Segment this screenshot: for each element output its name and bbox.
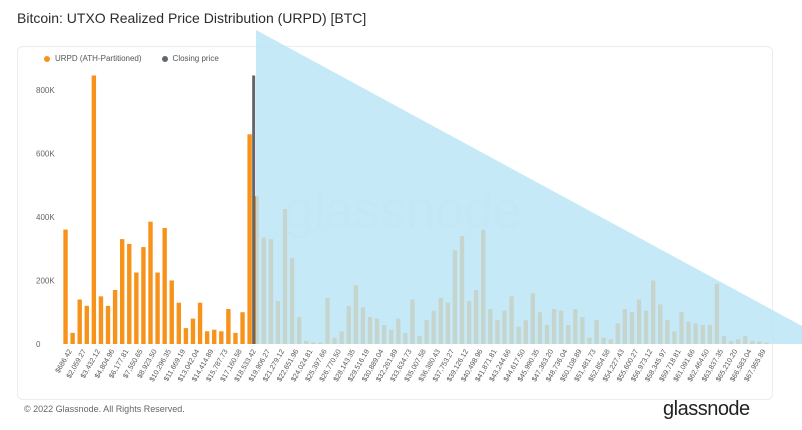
- urpd-bar: [226, 309, 231, 344]
- urpd-bar: [240, 312, 245, 344]
- urpd-bar: [98, 296, 104, 344]
- urpd-bar: [119, 239, 125, 344]
- y-tick-label: 800K: [36, 86, 55, 95]
- legend-item-urpd[interactable]: URPD (ATH-Partitioned): [44, 54, 142, 63]
- y-tick-label: 400K: [36, 213, 55, 222]
- urpd-bar: [112, 289, 118, 344]
- legend-urpd-label: URPD (ATH-Partitioned): [55, 54, 142, 63]
- urpd-bar: [84, 305, 89, 344]
- chart-title: Bitcoin: UTXO Realized Price Distributio…: [17, 10, 367, 26]
- closing-price-bar: [252, 75, 256, 344]
- urpd-bar: [134, 272, 139, 344]
- urpd-bar: [127, 243, 132, 344]
- copyright-text: © 2022 Glassnode. All Rights Reserved.: [24, 404, 185, 414]
- urpd-bar: [204, 331, 210, 344]
- urpd-bar: [162, 228, 167, 344]
- urpd-bar: [169, 280, 174, 344]
- urpd-bar: [148, 221, 153, 344]
- urpd-bar: [91, 75, 97, 344]
- urpd-bar: [233, 332, 238, 344]
- urpd-bar: [247, 134, 252, 344]
- urpd-bar: [105, 305, 111, 344]
- urpd-bar: [197, 302, 203, 344]
- brand-logo: glassnode: [663, 398, 750, 420]
- urpd-bar: [63, 229, 68, 344]
- y-tick-label: 600K: [36, 149, 55, 158]
- urpd-bar: [183, 328, 189, 344]
- overlay-triangle: [256, 30, 802, 344]
- y-tick-label: 0: [36, 340, 41, 349]
- urpd-bar: [190, 318, 196, 344]
- legend-closing-label: Closing price: [172, 54, 219, 63]
- urpd-bar: [176, 302, 182, 344]
- urpd-bar: [141, 247, 146, 344]
- urpd-bar: [219, 331, 224, 344]
- gray-dot-icon: [161, 55, 168, 62]
- chart-legend: URPD (ATH-Partitioned) Closing price: [44, 54, 219, 63]
- urpd-bar: [77, 299, 82, 344]
- y-tick-label: 200K: [36, 276, 55, 285]
- urpd-bar: [70, 332, 75, 344]
- urpd-bar: [212, 329, 217, 344]
- legend-item-closing[interactable]: Closing price: [161, 54, 219, 63]
- orange-dot-icon: [44, 55, 50, 62]
- urpd-bar: [155, 272, 160, 344]
